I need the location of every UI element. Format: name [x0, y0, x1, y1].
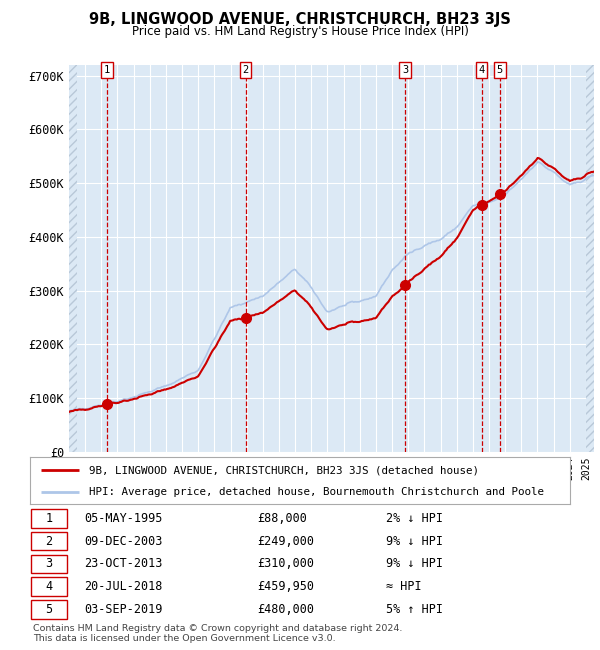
FancyBboxPatch shape	[31, 509, 67, 528]
Text: £310,000: £310,000	[257, 558, 314, 571]
Text: £480,000: £480,000	[257, 603, 314, 616]
Text: This data is licensed under the Open Government Licence v3.0.: This data is licensed under the Open Gov…	[33, 634, 335, 644]
Text: £459,950: £459,950	[257, 580, 314, 593]
Text: 3: 3	[46, 558, 52, 571]
Text: 2% ↓ HPI: 2% ↓ HPI	[386, 512, 443, 525]
Text: 1: 1	[46, 512, 52, 525]
Text: 5% ↑ HPI: 5% ↑ HPI	[386, 603, 443, 616]
FancyBboxPatch shape	[31, 532, 67, 551]
Text: 2: 2	[242, 65, 249, 75]
Text: Contains HM Land Registry data © Crown copyright and database right 2024.: Contains HM Land Registry data © Crown c…	[33, 624, 403, 633]
Text: 3: 3	[402, 65, 408, 75]
Text: 5: 5	[497, 65, 503, 75]
Text: 1: 1	[104, 65, 110, 75]
Text: Price paid vs. HM Land Registry's House Price Index (HPI): Price paid vs. HM Land Registry's House …	[131, 25, 469, 38]
Text: £249,000: £249,000	[257, 534, 314, 547]
Text: 2: 2	[46, 534, 52, 547]
FancyBboxPatch shape	[31, 554, 67, 573]
Text: 4: 4	[46, 580, 52, 593]
Text: 5: 5	[46, 603, 52, 616]
Text: 4: 4	[479, 65, 485, 75]
Text: £88,000: £88,000	[257, 512, 307, 525]
Text: 20-JUL-2018: 20-JUL-2018	[84, 580, 163, 593]
Text: HPI: Average price, detached house, Bournemouth Christchurch and Poole: HPI: Average price, detached house, Bour…	[89, 487, 544, 497]
Text: 23-OCT-2013: 23-OCT-2013	[84, 558, 163, 571]
Text: 03-SEP-2019: 03-SEP-2019	[84, 603, 163, 616]
Text: ≈ HPI: ≈ HPI	[386, 580, 422, 593]
Text: 9B, LINGWOOD AVENUE, CHRISTCHURCH, BH23 3JS: 9B, LINGWOOD AVENUE, CHRISTCHURCH, BH23 …	[89, 12, 511, 27]
Text: 05-MAY-1995: 05-MAY-1995	[84, 512, 163, 525]
Text: 9% ↓ HPI: 9% ↓ HPI	[386, 534, 443, 547]
Text: 09-DEC-2003: 09-DEC-2003	[84, 534, 163, 547]
Text: 9% ↓ HPI: 9% ↓ HPI	[386, 558, 443, 571]
FancyBboxPatch shape	[31, 577, 67, 596]
FancyBboxPatch shape	[31, 600, 67, 619]
Text: 9B, LINGWOOD AVENUE, CHRISTCHURCH, BH23 3JS (detached house): 9B, LINGWOOD AVENUE, CHRISTCHURCH, BH23 …	[89, 465, 479, 475]
